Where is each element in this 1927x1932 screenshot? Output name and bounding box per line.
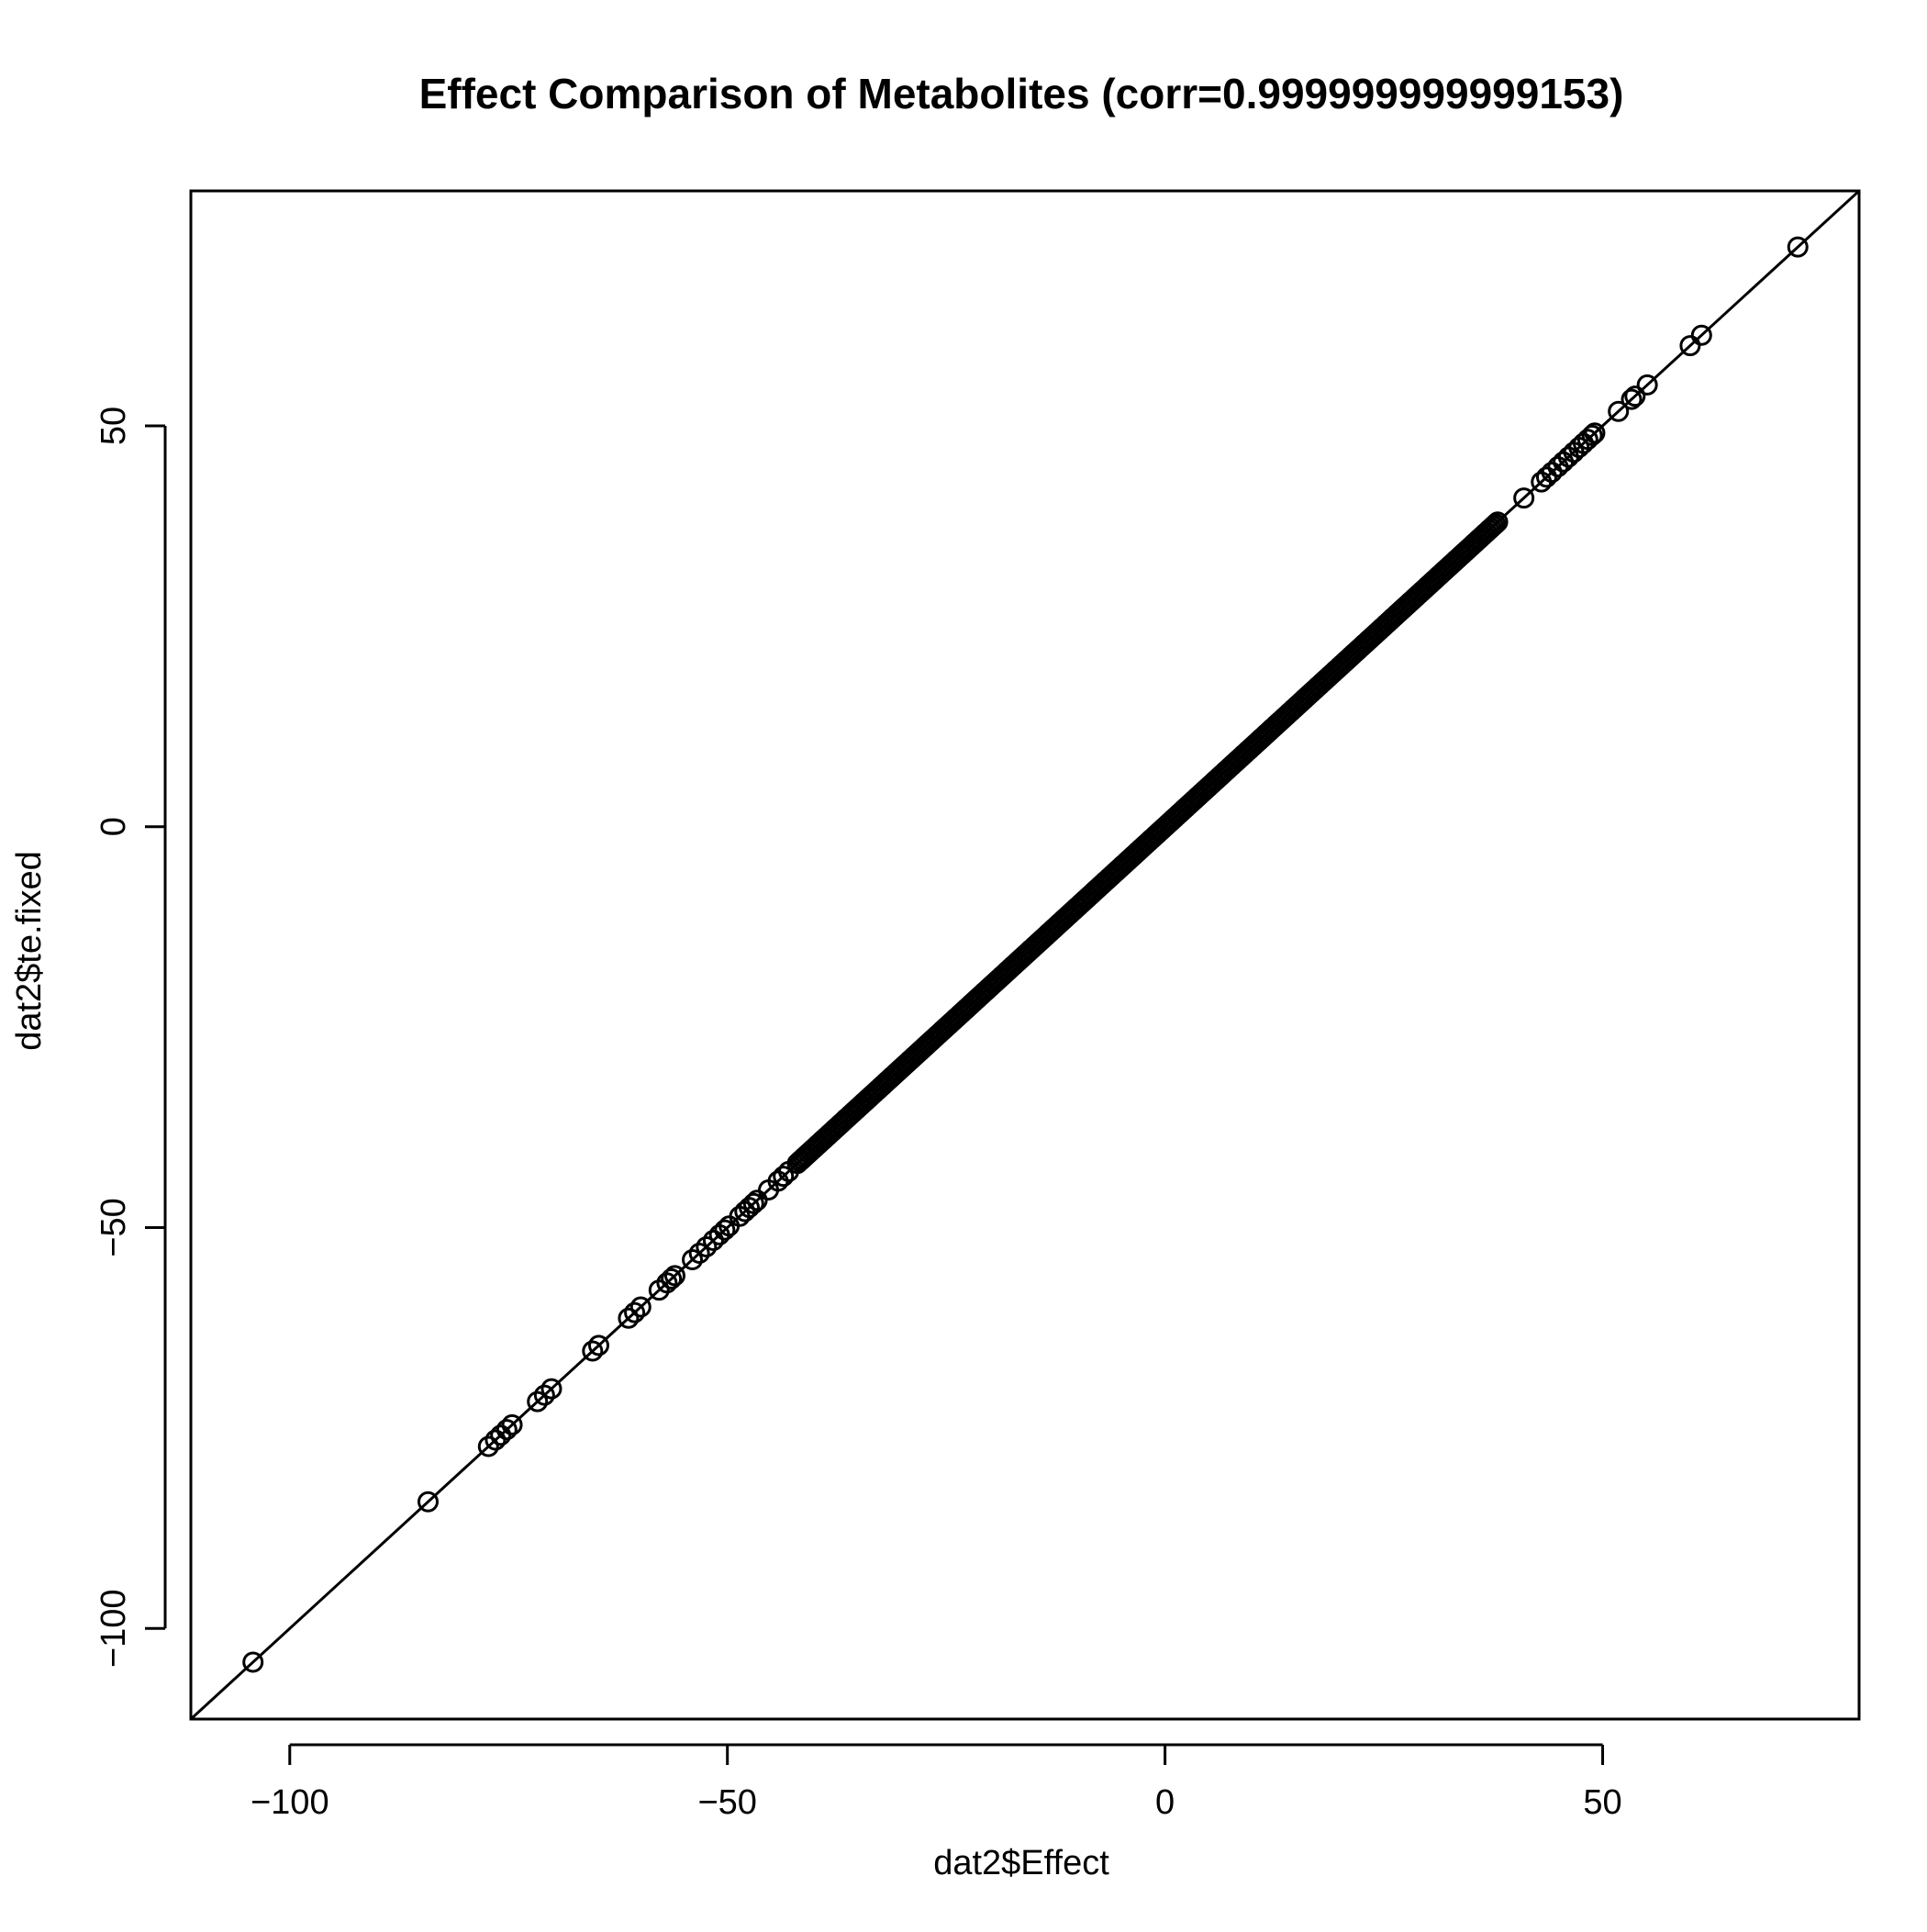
- data-point: [1513, 487, 1535, 509]
- y-tick-label: −50: [95, 1198, 133, 1256]
- x-tick-label: 0: [1155, 1783, 1175, 1822]
- data-point: [618, 1307, 640, 1329]
- data-point: [696, 1235, 718, 1257]
- data-point: [1584, 422, 1606, 444]
- y-tick-label: 50: [95, 407, 133, 445]
- data-point: [663, 1265, 685, 1287]
- data-point: [1485, 513, 1507, 535]
- data-point: [688, 1242, 710, 1264]
- data-point: [1636, 374, 1658, 396]
- chart-title: Effect Comparison of Metabolites (corr=0…: [419, 70, 1624, 117]
- data-point: [540, 1378, 563, 1400]
- data-point: [1541, 462, 1563, 484]
- x-tick-label: 50: [1583, 1783, 1621, 1822]
- data-point: [624, 1301, 646, 1323]
- data-point: [1608, 400, 1630, 422]
- data-point: [490, 1424, 512, 1446]
- y-tick-label: −100: [95, 1589, 133, 1668]
- y-tick-label: 0: [95, 817, 133, 836]
- data-point: [1621, 388, 1643, 410]
- data-point: [587, 1335, 609, 1357]
- data-point: [777, 1160, 799, 1182]
- data-point: [485, 1429, 507, 1451]
- data-point: [533, 1384, 555, 1406]
- data-point: [1690, 324, 1712, 346]
- x-tick-label: −50: [697, 1783, 756, 1822]
- data-point: [661, 1268, 683, 1290]
- data-point: [714, 1219, 736, 1241]
- data-point: [1487, 511, 1509, 533]
- x-axis-label: dat2$Effect: [933, 1844, 1109, 1882]
- data-point: [1581, 424, 1603, 446]
- data-point: [477, 1435, 499, 1457]
- data-point: [1624, 385, 1646, 408]
- data-point: [682, 1248, 704, 1270]
- data-point: [417, 1491, 439, 1513]
- data-point: [582, 1340, 604, 1362]
- data-point: [742, 1192, 764, 1214]
- data-point: [1576, 429, 1598, 451]
- data-point: [1679, 335, 1701, 357]
- data-point: [242, 1651, 264, 1673]
- data-point: [496, 1419, 518, 1441]
- data-point: [629, 1296, 652, 1318]
- data-point: [1535, 466, 1557, 488]
- data-point: [1480, 517, 1502, 539]
- plot-frame: [189, 189, 1861, 1721]
- data-point: [501, 1413, 523, 1435]
- data-point: [702, 1229, 724, 1251]
- data-point: [746, 1189, 768, 1212]
- data-point: [1787, 236, 1809, 258]
- data-point: [527, 1390, 549, 1413]
- y-axis-label: dat2$te.fixed: [10, 851, 49, 1051]
- x-tick-label: −100: [251, 1783, 329, 1822]
- plot-area: −100 −50 0 50 −100 −50 0 50: [95, 189, 1861, 1822]
- data-point: [1482, 515, 1504, 537]
- data-point: [773, 1166, 795, 1188]
